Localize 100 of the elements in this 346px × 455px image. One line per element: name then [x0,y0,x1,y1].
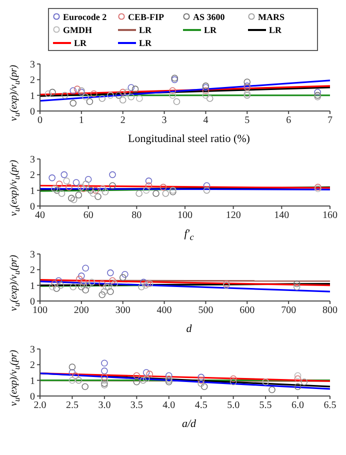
point [78,272,85,280]
point [90,190,97,197]
point [198,380,205,387]
point [61,92,68,99]
legend-label: LR [204,24,217,34]
point [101,376,108,384]
x-tick-label: 160 [322,210,338,222]
point [98,95,106,102]
point [142,186,150,194]
point [230,375,237,382]
point [75,192,82,198]
point [99,185,106,192]
point [101,374,108,381]
point [173,98,180,105]
point [203,182,210,190]
x-tick-label: 7 [328,115,332,126]
point [44,90,52,98]
y-tick-label: 3 [30,60,35,71]
point [132,86,139,92]
point [165,372,172,380]
x-tick-label: 120 [226,210,241,222]
point [70,284,77,290]
point [86,98,94,105]
point [293,284,300,290]
point [107,288,114,295]
x-tick-label: 3.5 [130,400,143,412]
x-axis-title: Longitudinal steel ratio (%) [127,133,251,147]
x-tick-label: 4 [203,115,208,126]
point [72,372,79,380]
x-tick-label: 100 [178,210,192,222]
point [128,84,135,91]
point [294,375,302,382]
point [60,171,68,178]
x-axis-title: f′$_{c}$ [183,228,195,243]
point [82,286,89,294]
legend-label: LR [269,24,282,34]
x-tick-label: 4.0 [162,400,176,412]
y-tick-label: 2 [30,265,35,276]
point [54,186,60,194]
point [53,285,60,292]
point [78,184,84,191]
y-tick-label: 1 [30,280,35,292]
x-tick-label: 1 [78,115,84,126]
point [202,92,210,99]
x-axis-title: a/d [180,418,198,432]
x-tick-label: 0 [38,115,42,126]
x-tick-label: 100 [32,305,48,316]
y-tick-label: 0 [30,296,35,308]
point [124,88,130,96]
point [162,190,170,197]
x-tick-label: 2.0 [34,400,46,412]
point [169,92,176,99]
point [75,376,82,384]
point [92,186,99,194]
y-tick-label: 0 [30,106,35,118]
point [111,280,118,288]
point [82,264,89,272]
x-tick-label: 80 [132,210,142,222]
point [80,185,87,192]
point [70,87,77,94]
y-tick-label: 0 [30,392,35,403]
point [84,176,92,183]
x-tick-label: 6 [286,115,292,126]
x-tick-label: 800 [322,305,338,316]
x-tick-label: 3 [162,115,167,126]
x-tick-label: 300 [115,305,130,316]
x-tick-label: 6.5 [324,400,336,412]
point [140,376,147,384]
point [230,378,237,386]
point [68,194,75,202]
legend-label: Eurocode 2 [63,12,107,22]
x-tick-label: 2 [120,115,126,126]
x-tick-label: 700 [281,305,296,316]
point [140,278,147,286]
point [109,182,116,190]
point [82,94,89,100]
point [198,376,205,384]
point [142,369,150,376]
point [262,378,269,386]
point [128,94,135,100]
point [115,92,122,99]
point [107,269,114,276]
point [133,378,140,386]
point [314,88,321,96]
point [58,190,66,197]
point [101,368,108,374]
point [51,280,58,288]
legend-label: CEB-FIP [128,12,164,22]
legend-label: LR [139,38,152,48]
x-tick-label: 600 [240,305,255,316]
point [72,179,80,186]
y-tick-label: 0 [30,202,35,213]
point [80,278,87,286]
point [136,190,142,197]
point [68,376,76,384]
legend-label: AS 3600 [193,12,225,22]
x-tick-label: 200 [74,305,89,316]
point [63,178,70,184]
point [68,364,76,370]
x-tick-label: 5 [244,115,250,126]
